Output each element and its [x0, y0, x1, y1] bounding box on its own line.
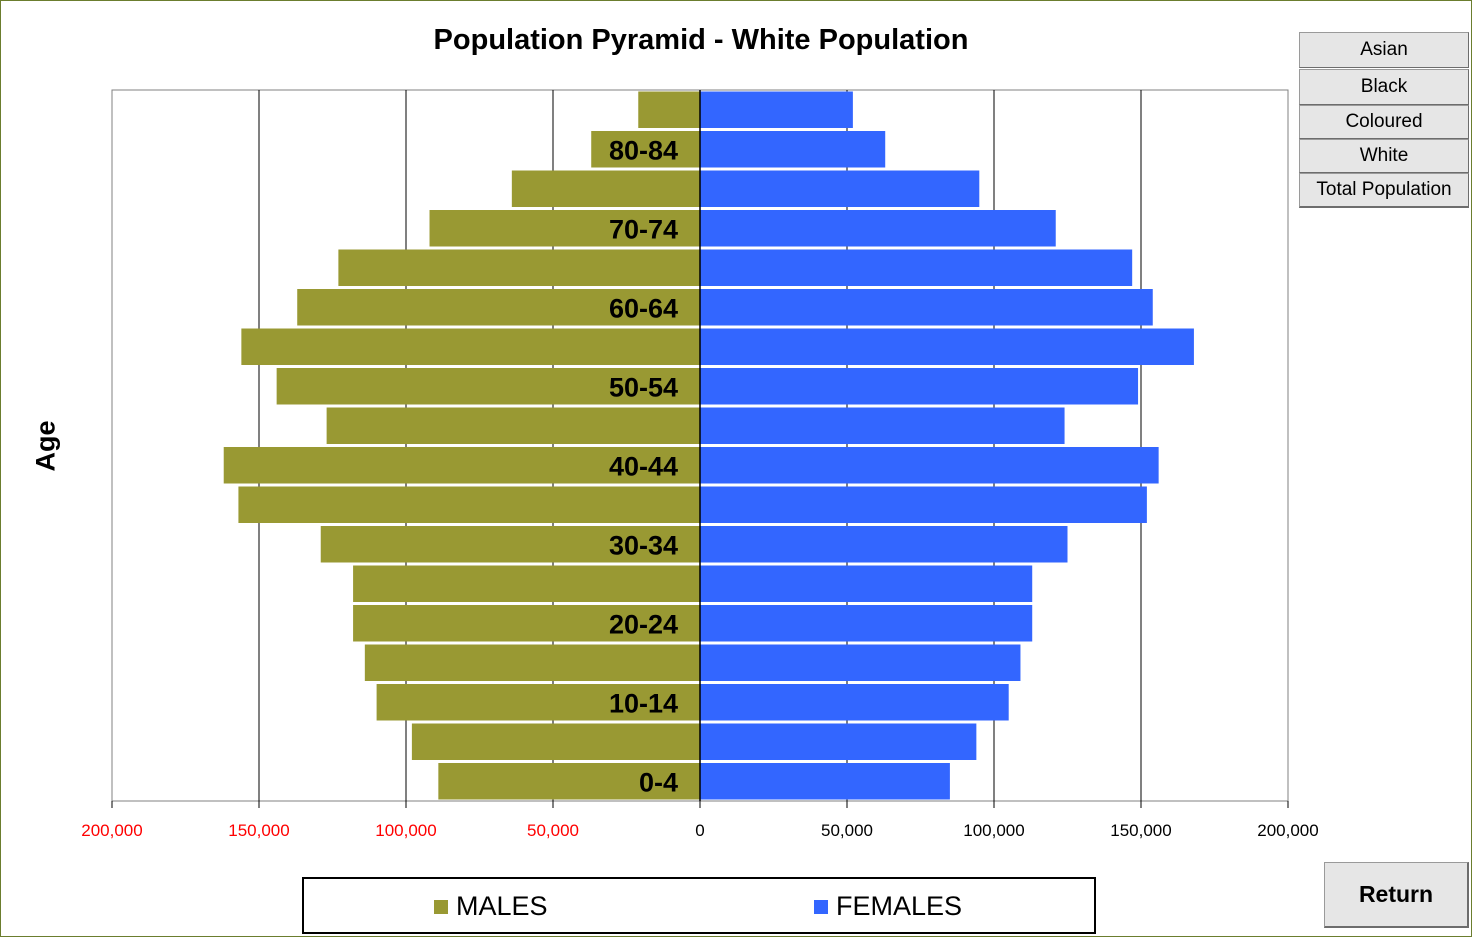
- bar-females-15-19: [700, 644, 1021, 681]
- asian-button[interactable]: Asian: [1299, 32, 1469, 68]
- bar-females-70-74: [700, 210, 1056, 247]
- x-tick-label: 150,000: [228, 821, 289, 840]
- category-label: 80-84: [609, 135, 678, 165]
- bar-males-30-34: [320, 526, 700, 563]
- bar-females-35-39: [700, 486, 1147, 523]
- total-population-button[interactable]: Total Population: [1299, 173, 1469, 208]
- chart-title: Population Pyramid - White Population: [433, 24, 969, 56]
- bar-males-60-64: [297, 289, 700, 326]
- bar-females-85+: [700, 91, 853, 128]
- x-tick-label: 100,000: [963, 821, 1024, 840]
- bar-males-50-54: [276, 368, 700, 405]
- return-button[interactable]: Return: [1324, 862, 1469, 928]
- x-tick-label: 100,000: [375, 821, 436, 840]
- bar-males-5-9: [411, 723, 700, 760]
- category-label: 30-34: [609, 530, 678, 560]
- bar-males-65-69: [338, 249, 700, 286]
- legend-swatch-females: [814, 899, 828, 914]
- bar-females-55-59: [700, 328, 1194, 365]
- bar-males-20-24: [353, 605, 700, 642]
- legend-swatch-males: [434, 899, 448, 914]
- legend-item-males: MALES: [434, 891, 548, 922]
- category-label: 10-14: [609, 688, 678, 718]
- bar-females-25-29: [700, 565, 1033, 602]
- bar-males-0-4: [438, 763, 700, 800]
- pyramid-chart: 0-4 10-14 20-24 30-34 40-44 50-54 60-64 70-74 80…: [81, 89, 1319, 840]
- white-button[interactable]: White: [1299, 139, 1469, 173]
- bar-males-45-49: [326, 407, 700, 444]
- x-tick-label: 150,000: [1110, 821, 1171, 840]
- bar-females-10-14: [700, 684, 1009, 721]
- bar-females-40-44: [700, 447, 1159, 484]
- category-label: 50-54: [609, 372, 678, 402]
- bar-females-60-64: [700, 289, 1153, 326]
- x-tick-label: 0: [695, 821, 704, 840]
- category-label: 0-4: [639, 767, 678, 797]
- category-label: 20-24: [609, 609, 678, 639]
- bar-males-25-29: [353, 565, 700, 602]
- bar-males-85+: [638, 91, 700, 128]
- legend-label-females: FEMALES: [836, 891, 963, 921]
- bar-females-75-79: [700, 170, 980, 207]
- bar-females-50-54: [700, 368, 1139, 405]
- bar-females-45-49: [700, 407, 1065, 444]
- x-tick-label: 50,000: [821, 821, 873, 840]
- legend: MALES FEMALES: [302, 877, 1096, 934]
- x-tick-label: 200,000: [1257, 821, 1318, 840]
- bar-females-0-4: [700, 763, 950, 800]
- bar-females-30-34: [700, 526, 1068, 563]
- legend-item-females: FEMALES: [814, 891, 962, 922]
- bar-females-80-84: [700, 131, 886, 168]
- category-label: 70-74: [609, 214, 678, 244]
- x-tick-label: 200,000: [81, 821, 142, 840]
- bar-females-5-9: [700, 723, 977, 760]
- x-tick-label: 50,000: [527, 821, 579, 840]
- category-label: 40-44: [609, 451, 678, 481]
- bar-males-35-39: [238, 486, 701, 523]
- coloured-button[interactable]: Coloured: [1299, 105, 1469, 139]
- bar-males-70-74: [429, 210, 700, 247]
- bar-males-15-19: [364, 644, 700, 681]
- bar-males-80-84: [591, 131, 700, 168]
- category-label: 60-64: [609, 293, 678, 323]
- bar-females-20-24: [700, 605, 1033, 642]
- bar-males-10-14: [376, 684, 700, 721]
- bar-males-40-44: [223, 447, 700, 484]
- legend-label-males: MALES: [456, 891, 548, 921]
- black-button[interactable]: Black: [1299, 69, 1469, 105]
- bar-females-65-69: [700, 249, 1133, 286]
- bar-males-55-59: [241, 328, 701, 365]
- bar-males-75-79: [511, 170, 700, 207]
